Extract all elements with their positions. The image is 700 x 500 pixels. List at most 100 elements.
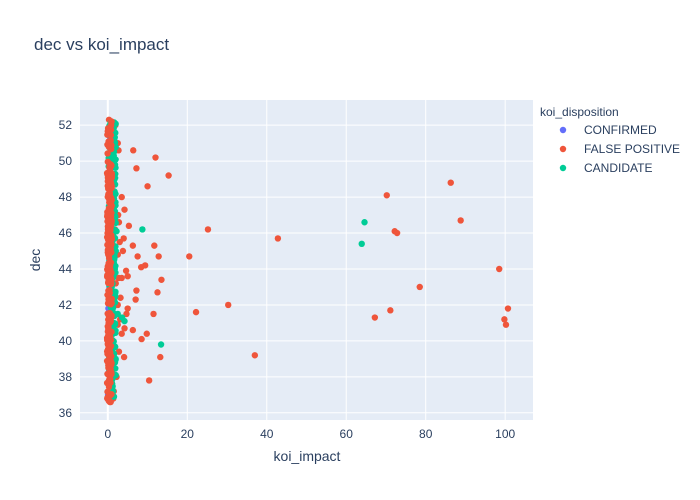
legend-item-candidate[interactable]: CANDIDATE xyxy=(559,161,653,175)
data-point xyxy=(106,319,114,326)
x-axis-title: koi_impact xyxy=(274,448,341,464)
data-point xyxy=(383,192,390,199)
data-point xyxy=(151,242,158,249)
data-point xyxy=(108,236,115,243)
data-point xyxy=(138,335,145,343)
data-point xyxy=(134,253,141,260)
chart-title: dec vs koi_impact xyxy=(34,35,169,54)
data-point xyxy=(105,191,112,198)
data-point xyxy=(371,314,379,321)
data-point xyxy=(130,147,137,154)
data-point xyxy=(104,263,111,270)
y-tick-label: 52 xyxy=(59,118,73,132)
y-tick-label: 42 xyxy=(59,298,73,312)
legend-label: CANDIDATE xyxy=(584,161,652,175)
data-point xyxy=(157,341,165,348)
data-point xyxy=(118,330,125,337)
y-tick-label: 36 xyxy=(59,406,73,420)
legend-marker xyxy=(559,145,567,153)
data-point xyxy=(358,240,365,248)
data-point xyxy=(393,229,401,237)
data-point xyxy=(274,235,282,242)
legend-title: koi_disposition xyxy=(540,105,619,119)
legend: koi_disposition CONFIRMED FALSE POSITIVE C… xyxy=(540,105,680,175)
data-point xyxy=(107,217,114,224)
data-point xyxy=(104,174,112,182)
data-point xyxy=(132,296,139,303)
data-point xyxy=(144,183,151,190)
series-false-positive xyxy=(105,116,512,406)
data-point xyxy=(108,370,115,378)
data-point xyxy=(103,357,111,365)
x-tick-label: 0 xyxy=(104,427,111,441)
data-point xyxy=(107,122,115,130)
y-tick-label: 44 xyxy=(59,262,73,276)
data-point xyxy=(504,305,512,312)
data-point xyxy=(120,353,128,361)
legend-marker xyxy=(559,164,567,172)
x-tick-label: 80 xyxy=(419,427,433,441)
data-point xyxy=(501,316,508,323)
y-axis-title: dec xyxy=(27,249,43,272)
data-point xyxy=(416,283,423,291)
data-point xyxy=(105,379,113,386)
x-tick-label: 40 xyxy=(260,427,274,441)
data-point xyxy=(157,353,164,361)
data-point xyxy=(119,247,127,255)
data-point xyxy=(150,310,157,318)
data-point xyxy=(121,317,128,325)
y-tick-label: 38 xyxy=(59,370,73,384)
data-point xyxy=(105,364,112,372)
point-cloud-false-positive xyxy=(103,118,115,406)
data-point xyxy=(104,273,111,280)
data-point xyxy=(105,397,112,404)
y-tick-label: 50 xyxy=(59,154,73,168)
data-point xyxy=(158,276,165,283)
data-point xyxy=(104,128,111,135)
data-point xyxy=(141,262,149,269)
y-axis-ticks: 36 38 40 42 44 46 48 50 52 xyxy=(59,118,73,420)
data-point xyxy=(133,287,140,294)
data-point xyxy=(104,310,111,317)
data-point xyxy=(251,352,259,359)
y-tick-label: 48 xyxy=(59,190,73,204)
legend-item-confirmed[interactable]: CONFIRMED xyxy=(559,123,657,137)
data-point xyxy=(192,308,200,316)
data-point xyxy=(121,206,128,213)
data-point xyxy=(123,310,130,318)
data-point xyxy=(124,305,131,312)
x-axis-ticks: 0 20 40 60 80 100 xyxy=(104,427,515,441)
data-point xyxy=(361,219,368,226)
data-point xyxy=(106,296,113,304)
legend-label: CONFIRMED xyxy=(584,123,657,137)
data-point xyxy=(106,165,113,173)
data-point xyxy=(155,253,162,260)
data-point xyxy=(106,344,114,351)
data-point xyxy=(117,294,124,301)
legend-label: FALSE POSITIVE xyxy=(584,142,680,156)
y-tick-label: 46 xyxy=(59,226,73,240)
data-point xyxy=(116,238,123,246)
legend-item-false-positive[interactable]: FALSE POSITIVE xyxy=(559,142,680,156)
data-point xyxy=(447,179,454,186)
data-point xyxy=(225,301,232,309)
data-point xyxy=(105,332,112,339)
data-point xyxy=(104,388,111,395)
plot-area xyxy=(80,100,533,420)
data-point xyxy=(145,377,153,384)
data-point xyxy=(143,330,150,337)
data-point xyxy=(154,289,161,296)
data-point xyxy=(107,137,114,144)
data-point xyxy=(118,274,125,282)
data-point xyxy=(108,202,115,209)
data-point xyxy=(457,217,464,224)
data-point xyxy=(121,325,128,332)
data-point xyxy=(104,226,112,234)
data-point xyxy=(165,172,172,179)
data-points xyxy=(103,116,512,406)
data-point xyxy=(105,325,112,332)
data-point xyxy=(124,272,131,280)
y-tick-label: 40 xyxy=(59,334,73,348)
x-tick-label: 100 xyxy=(495,427,515,441)
data-point xyxy=(105,251,113,259)
